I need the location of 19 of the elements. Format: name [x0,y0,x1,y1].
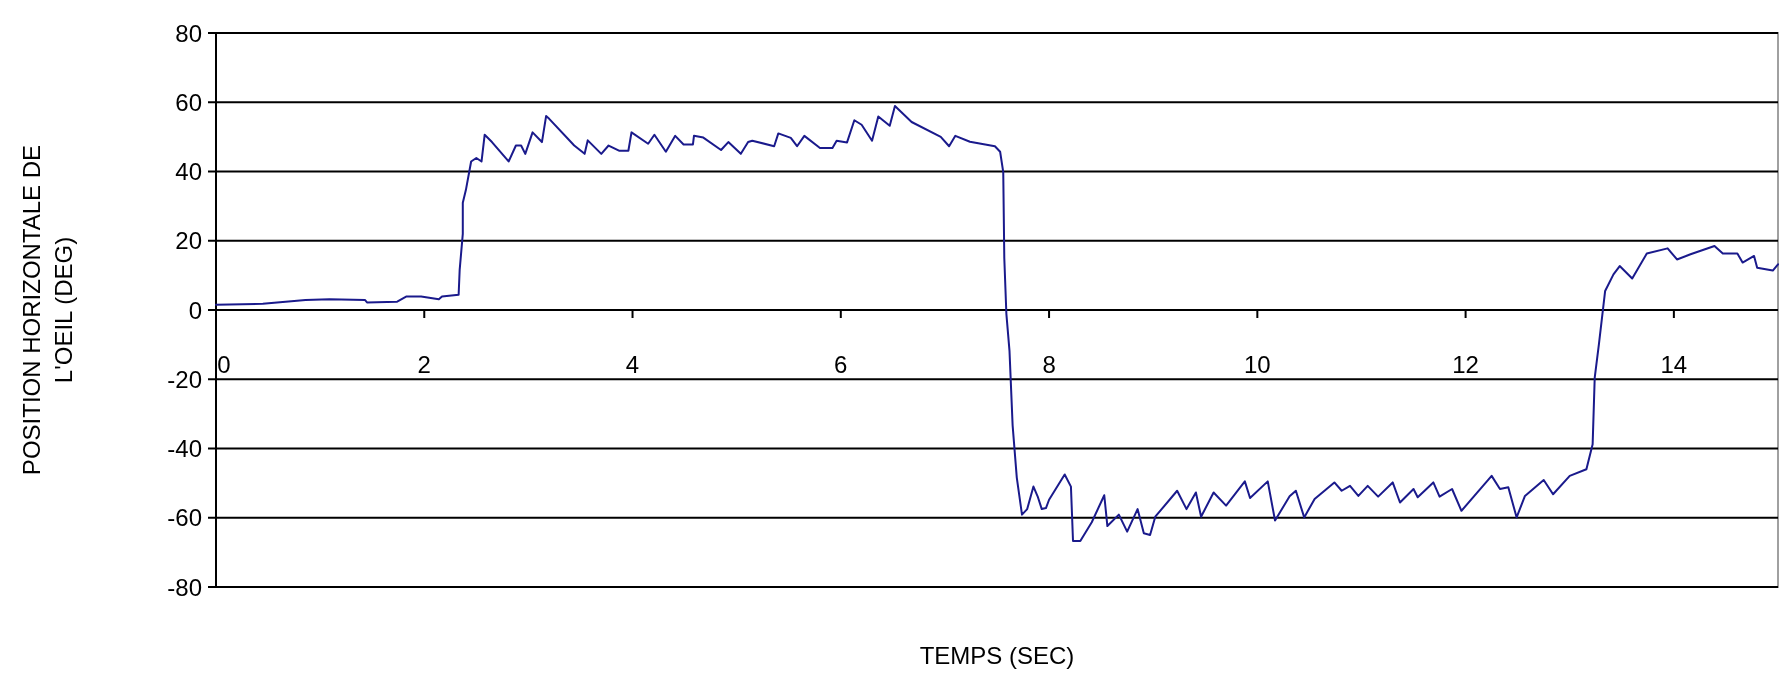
x-tick-label: 6 [834,350,848,378]
y-tick-label: -40 [167,435,202,462]
x-tick-label: 2 [417,350,431,378]
x-tick-label: 10 [1243,350,1271,378]
y-tick-label: 80 [175,19,202,47]
x-tick-label: 12 [1452,350,1479,378]
y-tick-label: -20 [167,365,202,393]
x-tick-label: 4 [625,350,640,378]
y-tick-label: 20 [175,227,202,255]
y-tick-label: -80 [167,573,202,601]
x-tick-label: 0 [217,350,231,378]
y-tick-label: 0 [188,296,202,324]
y-axis-title: POSITION HORIZONTALE DE L'OEIL (DEG) [18,144,77,476]
x-tick-label: 14 [1660,350,1688,378]
y-tick-label: -60 [167,504,202,532]
y-tick-label: 60 [175,88,202,116]
x-tick-label: 8 [1042,350,1056,378]
x-axis-title: TEMPS (SEC) [919,641,1075,669]
y-tick-label: 40 [175,158,202,185]
